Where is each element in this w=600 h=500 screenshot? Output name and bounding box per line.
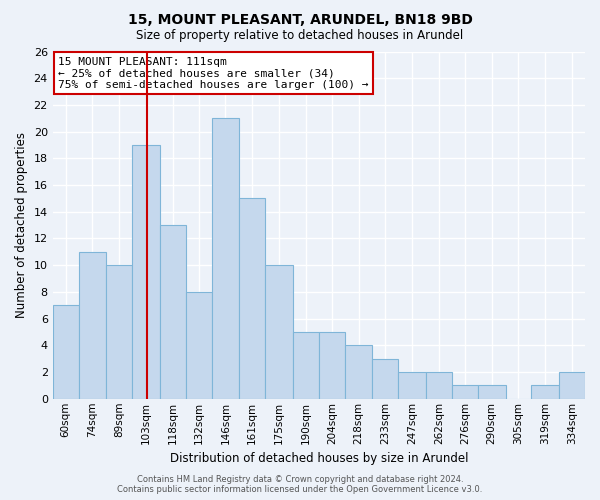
Bar <box>398 372 426 399</box>
Text: Size of property relative to detached houses in Arundel: Size of property relative to detached ho… <box>136 29 464 42</box>
X-axis label: Distribution of detached houses by size in Arundel: Distribution of detached houses by size … <box>170 452 468 465</box>
Bar <box>373 358 398 399</box>
Bar <box>478 386 506 399</box>
Bar <box>293 332 319 399</box>
Bar <box>132 145 160 399</box>
Bar <box>239 198 265 399</box>
Y-axis label: Number of detached properties: Number of detached properties <box>15 132 28 318</box>
Bar <box>186 292 212 399</box>
Bar <box>452 386 478 399</box>
Bar <box>79 252 106 399</box>
Bar <box>532 386 559 399</box>
Bar <box>345 346 373 399</box>
Bar <box>106 265 132 399</box>
Bar <box>160 225 186 399</box>
Bar <box>319 332 345 399</box>
Bar <box>212 118 239 399</box>
Bar <box>53 306 79 399</box>
Bar <box>265 265 293 399</box>
Text: 15, MOUNT PLEASANT, ARUNDEL, BN18 9BD: 15, MOUNT PLEASANT, ARUNDEL, BN18 9BD <box>128 12 472 26</box>
Text: Contains HM Land Registry data © Crown copyright and database right 2024.
Contai: Contains HM Land Registry data © Crown c… <box>118 474 482 494</box>
Bar <box>559 372 585 399</box>
Bar <box>426 372 452 399</box>
Text: 15 MOUNT PLEASANT: 111sqm
← 25% of detached houses are smaller (34)
75% of semi-: 15 MOUNT PLEASANT: 111sqm ← 25% of detac… <box>58 56 368 90</box>
